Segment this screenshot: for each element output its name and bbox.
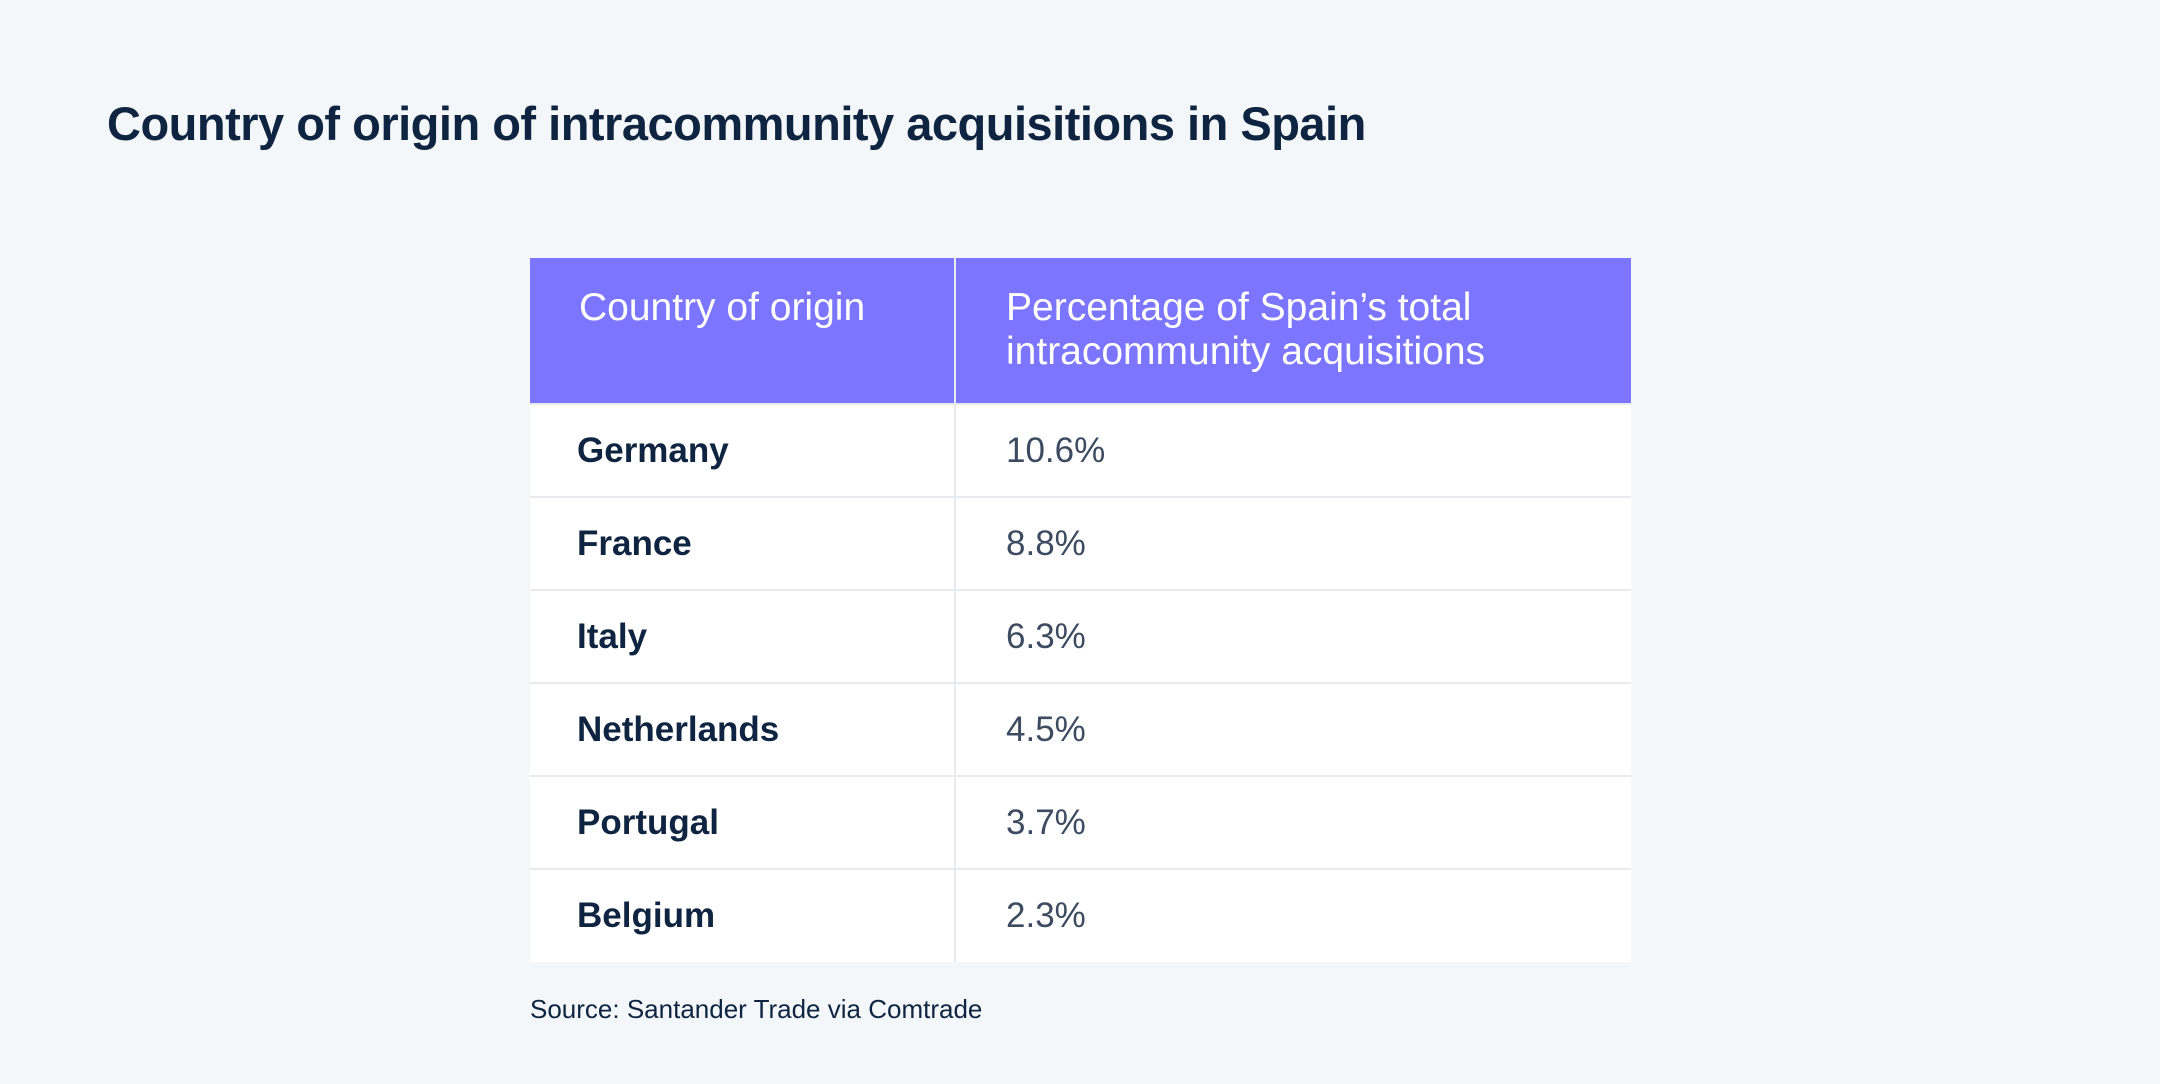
table-body: Germany 10.6% France 8.8% Italy 6.3% Netherlan… bbox=[530, 403, 1631, 962]
country-cell: Belgium bbox=[530, 868, 955, 962]
percentage-cell: 10.6% bbox=[954, 403, 1631, 497]
table-header: Country of origin Percentage of Spain’s t… bbox=[530, 258, 1631, 404]
source-note: Source: Santander Trade via Comtrade bbox=[530, 994, 983, 1024]
country-cell: Italy bbox=[530, 589, 955, 683]
percentage-cell: 4.5% bbox=[954, 682, 1631, 776]
country-cell: Germany bbox=[530, 403, 955, 497]
data-table: Country of origin Percentage of Spain’s t… bbox=[530, 258, 1631, 962]
header-cell: Percentage of Spain’s total intracommuni… bbox=[954, 258, 1631, 404]
country-cell: Portugal bbox=[530, 775, 955, 869]
percentage-cell: 6.3% bbox=[954, 589, 1631, 683]
table-row: France 8.8% bbox=[530, 496, 1631, 590]
table-row: Italy 6.3% bbox=[530, 589, 1631, 683]
header-cell: Country of origin bbox=[530, 258, 955, 404]
table-row: Portugal 3.7% bbox=[530, 775, 1631, 869]
table-row: Belgium 2.3% bbox=[530, 868, 1631, 962]
percentage-cell: 8.8% bbox=[954, 496, 1631, 590]
header-row: Country of origin Percentage of Spain’s t… bbox=[530, 258, 1631, 404]
country-cell: Netherlands bbox=[530, 682, 955, 776]
percentage-cell: 3.7% bbox=[954, 775, 1631, 869]
percentage-cell: 2.3% bbox=[954, 868, 1631, 962]
table-row: Netherlands 4.5% bbox=[530, 682, 1631, 776]
table-row: Germany 10.6% bbox=[530, 403, 1631, 497]
title: Country of origin of intracommunity acqu… bbox=[107, 97, 1366, 150]
country-cell: France bbox=[530, 496, 955, 590]
